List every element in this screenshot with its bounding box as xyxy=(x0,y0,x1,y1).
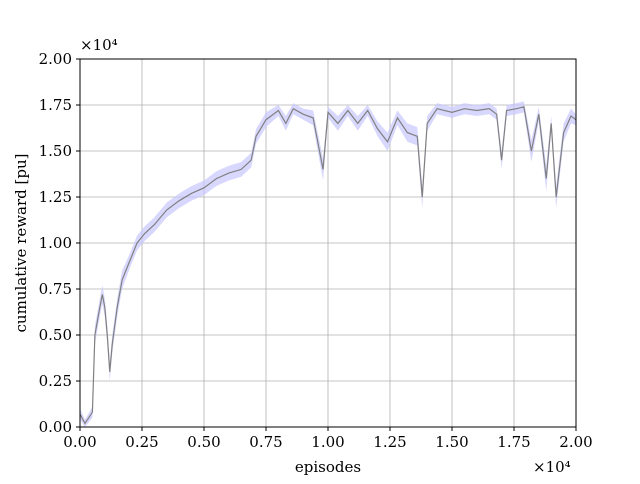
x-tick-label: 1.50 xyxy=(435,433,468,451)
x-tick-label: 0.75 xyxy=(249,433,282,451)
x-tick-label: 2.00 xyxy=(559,433,592,451)
y-tick-label: 2.00 xyxy=(39,50,72,68)
y-tick-label: 0.00 xyxy=(39,418,72,436)
x-axis-label: episodes xyxy=(295,458,361,476)
x-tick-label: 0.00 xyxy=(63,433,96,451)
y-tick-label: 1.25 xyxy=(39,188,72,206)
y-tick-label: 0.50 xyxy=(39,326,72,344)
y-tick-label: 0.25 xyxy=(39,372,72,390)
y-tick-label: 1.75 xyxy=(39,96,72,114)
y-axis-label: cumulative reward [pu] xyxy=(12,154,30,333)
x-tick-label: 0.25 xyxy=(125,433,158,451)
x-offset-text: ×10⁴ xyxy=(533,458,571,476)
x-tick-label: 0.50 xyxy=(187,433,220,451)
plot-frame xyxy=(79,58,577,428)
x-tick-label: 1.25 xyxy=(373,433,406,451)
y-tick-label: 0.75 xyxy=(39,280,72,298)
y-offset-text: ×10⁴ xyxy=(80,36,118,54)
line xyxy=(79,106,577,425)
error-band xyxy=(80,101,576,427)
x-tick-label: 1.00 xyxy=(311,433,344,451)
x-tick-label: 1.75 xyxy=(497,433,530,451)
y-tick-label: 1.00 xyxy=(39,234,72,252)
y-tick-label: 1.50 xyxy=(39,142,72,160)
